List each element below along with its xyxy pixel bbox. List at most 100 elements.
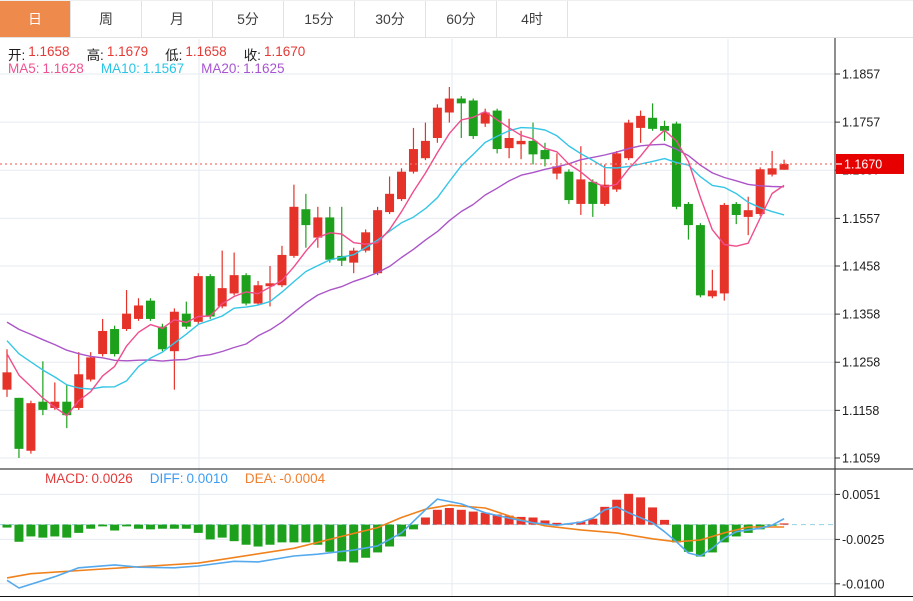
macd-hist-bar bbox=[134, 524, 144, 529]
candle-body bbox=[26, 403, 36, 451]
dea-label: DEA: bbox=[244, 471, 277, 486]
macd-hist-bar bbox=[26, 524, 36, 537]
diff-line bbox=[6, 498, 785, 589]
macd-hist-bar bbox=[325, 524, 335, 552]
candle-body bbox=[74, 374, 84, 408]
macd-hist-bar bbox=[86, 524, 96, 529]
candle-body bbox=[456, 98, 466, 104]
ma-header: MA5: 1.1628 MA10: 1.1567 MA20: 1.1625 bbox=[8, 61, 284, 76]
tab-day[interactable]: 日 bbox=[0, 1, 71, 37]
macd-hist-bar bbox=[349, 524, 359, 563]
macd-hist-bar bbox=[432, 509, 442, 525]
macd-hist-bar bbox=[122, 524, 132, 527]
candle-body bbox=[397, 171, 407, 200]
candle-body bbox=[743, 210, 753, 217]
tab-60min[interactable]: 60分 bbox=[426, 1, 497, 37]
macd-hist-bar bbox=[313, 524, 323, 545]
open-value: 1.1658 bbox=[28, 44, 70, 59]
macd-value: 0.0026 bbox=[91, 471, 133, 486]
macd-hist-bar bbox=[253, 524, 263, 547]
tab-5min[interactable]: 5分 bbox=[213, 1, 284, 37]
candle-body bbox=[767, 168, 777, 175]
candle-body bbox=[50, 401, 60, 408]
candle-body bbox=[671, 123, 681, 207]
candle-body bbox=[2, 372, 12, 390]
macd-hist-bar bbox=[2, 524, 12, 528]
macd-hist-bar bbox=[98, 524, 108, 527]
candle-body bbox=[636, 115, 646, 128]
price-tick-label: 1.1557 bbox=[842, 212, 880, 226]
macd-hist-bar bbox=[707, 524, 717, 553]
macd-hist-bar bbox=[205, 524, 215, 540]
period-tabbar: 日 周 月 5分 15分 30分 60分 4时 bbox=[0, 0, 913, 38]
candle-body bbox=[707, 290, 717, 297]
macd-hist-bar bbox=[361, 524, 371, 558]
high-label: 高: bbox=[86, 48, 104, 63]
candle-body bbox=[98, 330, 108, 355]
low-label: 低: bbox=[165, 48, 183, 63]
candle-body bbox=[145, 300, 155, 319]
candle-body bbox=[468, 100, 478, 137]
tab-15min[interactable]: 15分 bbox=[284, 1, 355, 37]
macd-hist-bar bbox=[289, 524, 299, 543]
macd-hist-bar bbox=[301, 524, 311, 543]
macd-hist-bar bbox=[14, 524, 24, 542]
macd-hist-bar bbox=[50, 524, 60, 537]
diff-value: 0.0010 bbox=[186, 471, 228, 486]
candle-body bbox=[648, 117, 658, 129]
tab-week[interactable]: 周 bbox=[71, 1, 142, 37]
price-tick-label: 1.1158 bbox=[842, 404, 879, 418]
candle-body bbox=[779, 163, 789, 170]
macd-hist-bar bbox=[169, 524, 179, 529]
macd-hist-bar bbox=[456, 509, 466, 525]
candle-body bbox=[385, 193, 395, 213]
macd-hist-bar bbox=[385, 524, 395, 547]
candle-body bbox=[313, 217, 323, 238]
tab-4hour[interactable]: 4时 bbox=[497, 1, 568, 37]
candle-body bbox=[576, 179, 586, 204]
candle-body bbox=[193, 276, 203, 322]
diff-readout: DIFF: 0.0010 bbox=[150, 471, 228, 486]
ohlc-header: 开: 1.1658 高: 1.1679 低: 1.1658 收: 1.1670 bbox=[8, 44, 305, 64]
close-readout: 收: 1.1670 bbox=[244, 44, 306, 64]
macd-hist-bar bbox=[397, 524, 407, 537]
ma5-label: MA5: bbox=[8, 61, 40, 76]
candle-body bbox=[528, 140, 538, 155]
candle-body bbox=[600, 184, 610, 204]
macd-hist-bar bbox=[110, 524, 120, 531]
macd-hist-bar bbox=[241, 524, 251, 545]
macd-tick-label: -0.0025 bbox=[842, 533, 884, 547]
ma5-readout: MA5: 1.1628 bbox=[8, 61, 84, 76]
close-label: 收: bbox=[243, 48, 261, 63]
candle-body bbox=[169, 311, 179, 352]
tab-30min[interactable]: 30分 bbox=[355, 1, 426, 37]
candle-body bbox=[564, 171, 574, 201]
tab-month[interactable]: 月 bbox=[142, 1, 213, 37]
macd-hist-bar bbox=[683, 524, 693, 552]
macd-hist-bar bbox=[743, 524, 753, 533]
candle-body bbox=[86, 357, 96, 380]
candle-body bbox=[719, 204, 729, 294]
price-tick-label: 1.1258 bbox=[842, 356, 880, 370]
macd-hist-bar bbox=[648, 507, 658, 525]
macd-hist-bar bbox=[229, 524, 239, 542]
macd-hist-bar bbox=[612, 499, 622, 525]
candle-body bbox=[62, 401, 72, 416]
candle-body bbox=[420, 140, 430, 159]
candle-body bbox=[624, 122, 634, 159]
macd-hist-bar bbox=[528, 517, 538, 525]
candle-body bbox=[444, 98, 454, 113]
candle-body bbox=[540, 150, 550, 160]
candle-body bbox=[289, 206, 299, 256]
current-price-tag bbox=[836, 153, 904, 174]
low-value: 1.1658 bbox=[185, 44, 227, 59]
macd-hist-bar bbox=[444, 508, 454, 525]
dea-value: -0.0004 bbox=[279, 471, 326, 486]
candle-body bbox=[361, 232, 371, 251]
candle-body bbox=[122, 313, 132, 330]
macd-hist-bar bbox=[492, 514, 502, 525]
macd-hist-bar bbox=[671, 524, 681, 543]
low-readout: 低: 1.1658 bbox=[165, 44, 227, 64]
ma5-value: 1.1628 bbox=[42, 61, 84, 76]
